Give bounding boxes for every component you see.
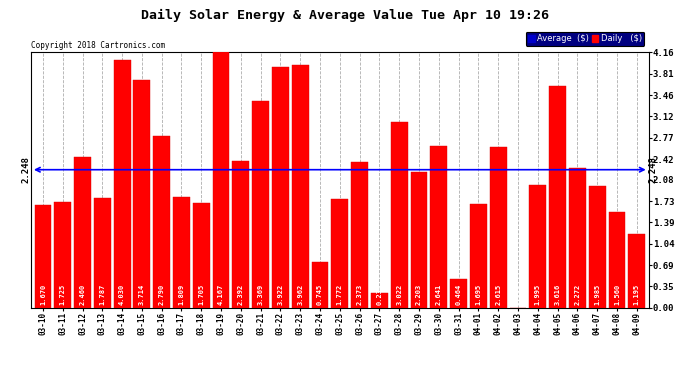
Text: 2.392: 2.392: [238, 284, 244, 305]
Bar: [371, 293, 388, 308]
Text: 3.922: 3.922: [277, 284, 284, 305]
Bar: [450, 279, 467, 308]
Text: 0.464: 0.464: [455, 284, 462, 305]
Text: 3.962: 3.962: [297, 284, 303, 305]
Bar: [153, 136, 170, 308]
Bar: [589, 186, 606, 308]
Text: 2.373: 2.373: [357, 284, 363, 305]
Legend: Average  ($), Daily   ($): Average ($), Daily ($): [526, 32, 644, 46]
Text: 1.705: 1.705: [198, 284, 204, 305]
Bar: [609, 212, 625, 308]
Text: 0.745: 0.745: [317, 284, 323, 305]
Bar: [331, 199, 348, 308]
Text: 3.369: 3.369: [257, 284, 264, 305]
Bar: [272, 67, 289, 308]
Text: 1.787: 1.787: [99, 284, 106, 305]
Text: 2.203: 2.203: [416, 284, 422, 305]
Bar: [34, 205, 51, 308]
Text: 3.714: 3.714: [139, 284, 145, 305]
Text: 2.615: 2.615: [495, 284, 501, 305]
Bar: [391, 122, 408, 308]
Text: 1.985: 1.985: [594, 284, 600, 305]
Text: 1.670: 1.670: [40, 284, 46, 305]
Bar: [133, 80, 150, 308]
Text: 2.248: 2.248: [649, 156, 658, 183]
Text: 1.995: 1.995: [535, 284, 541, 305]
Bar: [549, 86, 566, 308]
Text: 2.248: 2.248: [21, 156, 30, 183]
Text: 1.195: 1.195: [633, 284, 640, 305]
Text: 1.560: 1.560: [614, 284, 620, 305]
Text: Copyright 2018 Cartronics.com: Copyright 2018 Cartronics.com: [31, 41, 165, 50]
Text: 1.772: 1.772: [337, 284, 343, 305]
Bar: [292, 64, 308, 308]
Bar: [431, 146, 447, 308]
Bar: [213, 52, 230, 308]
Bar: [529, 185, 546, 308]
Bar: [173, 196, 190, 308]
Text: 2.460: 2.460: [79, 284, 86, 305]
Text: 2.641: 2.641: [436, 284, 442, 305]
Bar: [233, 161, 249, 308]
Bar: [470, 204, 486, 308]
Text: Daily Solar Energy & Average Value Tue Apr 10 19:26: Daily Solar Energy & Average Value Tue A…: [141, 9, 549, 22]
Text: 4.030: 4.030: [119, 284, 125, 305]
Text: 3.022: 3.022: [396, 284, 402, 305]
Text: 0.238: 0.238: [377, 284, 382, 305]
Text: 0.000: 0.000: [515, 284, 521, 305]
Text: 4.167: 4.167: [218, 284, 224, 305]
Bar: [114, 60, 130, 308]
Bar: [74, 157, 91, 308]
Text: 3.616: 3.616: [555, 284, 560, 305]
Text: 2.790: 2.790: [159, 284, 165, 305]
Text: 1.695: 1.695: [475, 284, 482, 305]
Bar: [94, 198, 110, 308]
Text: 1.809: 1.809: [179, 284, 184, 305]
Bar: [629, 234, 645, 308]
Bar: [411, 172, 427, 308]
Bar: [569, 168, 586, 308]
Text: 2.272: 2.272: [574, 284, 580, 305]
Bar: [193, 203, 210, 308]
Bar: [490, 147, 506, 308]
Bar: [312, 262, 328, 308]
Bar: [253, 101, 269, 308]
Bar: [55, 202, 71, 308]
Text: 1.725: 1.725: [60, 284, 66, 305]
Bar: [351, 162, 368, 308]
